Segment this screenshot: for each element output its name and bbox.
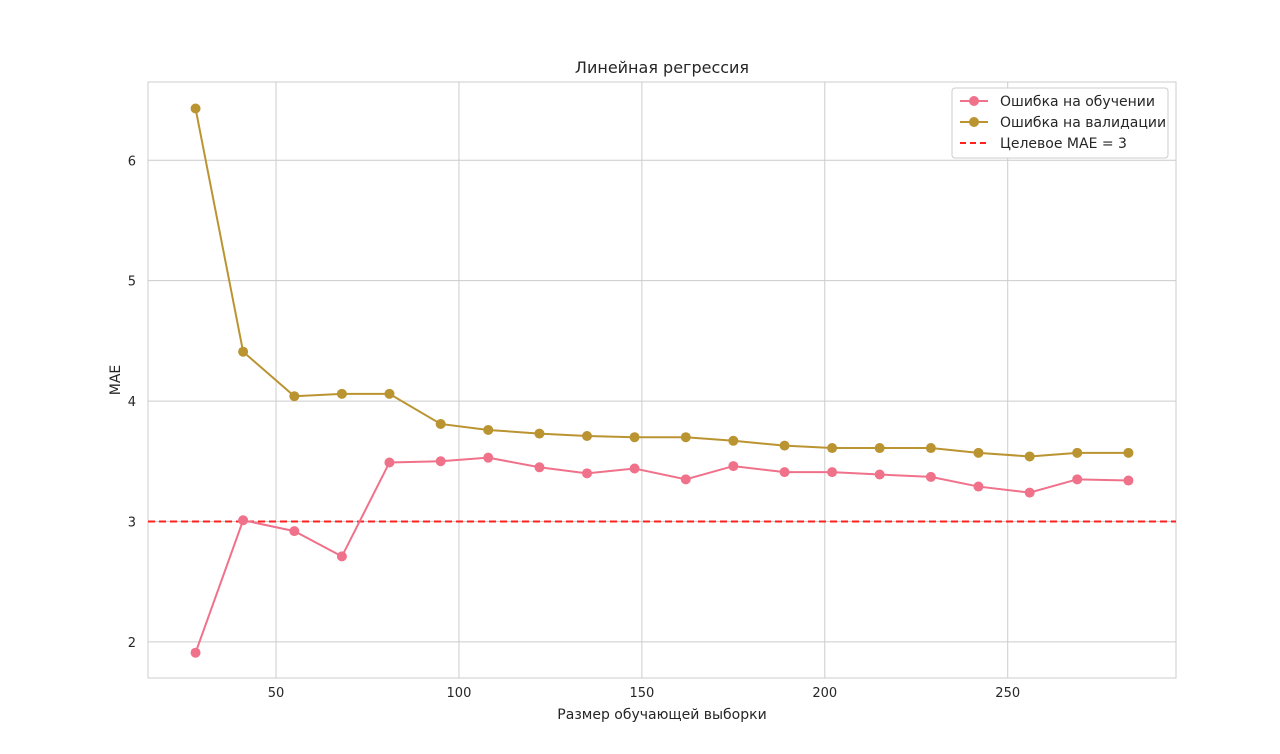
- x-tick-label: 50: [268, 686, 285, 701]
- data-point: [336, 551, 347, 562]
- data-point: [534, 428, 545, 439]
- legend-target-label: Целевое MAE = 3: [1000, 136, 1127, 152]
- plot-area: [147, 81, 1177, 679]
- data-point: [1123, 447, 1134, 458]
- x-axis-title: Размер обучающей выборки: [557, 707, 766, 723]
- legend-train-marker: [969, 96, 979, 106]
- data-point: [190, 103, 201, 114]
- data-point: [827, 443, 838, 454]
- series-group: [190, 103, 1134, 658]
- chart-title: Линейная регрессия: [575, 58, 749, 77]
- y-tick-label: 3: [128, 515, 136, 530]
- data-point: [779, 467, 790, 478]
- series-line: [194, 456, 1129, 654]
- data-point: [483, 424, 494, 435]
- data-point: [973, 447, 984, 458]
- data-point: [238, 346, 249, 357]
- y-tick-label: 4: [128, 395, 136, 410]
- data-point: [1072, 474, 1083, 485]
- data-point: [384, 457, 395, 468]
- x-tick-labels: 50 100 150 200 250: [268, 686, 1020, 701]
- y-tick-label: 5: [128, 275, 136, 290]
- data-point: [680, 474, 691, 485]
- data-point: [582, 468, 593, 479]
- x-tick-label: 250: [995, 686, 1020, 701]
- data-point: [190, 647, 201, 658]
- y-tick-label: 6: [128, 154, 136, 169]
- data-point: [289, 391, 300, 402]
- data-point: [238, 515, 249, 526]
- legend-val-label: Ошибка на валидации: [1000, 115, 1166, 131]
- data-point: [925, 471, 936, 482]
- data-point: [680, 432, 691, 443]
- y-axis-title: MAE: [108, 365, 124, 396]
- data-point: [827, 467, 838, 478]
- legend: Ошибка на обучении Ошибка на валидации Ц…: [951, 87, 1169, 159]
- data-point: [874, 443, 885, 454]
- data-point: [483, 452, 494, 463]
- legend-box: [951, 87, 1169, 159]
- data-point: [629, 432, 640, 443]
- x-tick-label: 200: [812, 686, 837, 701]
- data-point: [534, 462, 545, 473]
- data-point: [289, 526, 300, 537]
- data-point: [973, 481, 984, 492]
- data-point: [779, 440, 790, 451]
- series-line: [194, 108, 1129, 458]
- data-point: [435, 418, 446, 429]
- y-tick-label: 2: [128, 636, 136, 651]
- data-point: [435, 456, 446, 467]
- data-point: [1072, 447, 1083, 458]
- data-point: [874, 469, 885, 480]
- x-tick-label: 150: [629, 686, 654, 701]
- data-point: [629, 463, 640, 474]
- data-point: [336, 388, 347, 399]
- data-point: [728, 435, 739, 446]
- series-0: [190, 452, 1134, 658]
- x-tick-label: 100: [447, 686, 472, 701]
- data-point: [384, 388, 395, 399]
- data-point: [582, 430, 593, 441]
- data-point: [925, 443, 936, 454]
- data-point: [1123, 475, 1134, 486]
- legend-train-label: Ошибка на обучении: [1000, 94, 1155, 110]
- data-point: [1024, 487, 1035, 498]
- y-tick-labels: 2 3 4 5 6: [128, 154, 136, 651]
- series-1: [190, 103, 1134, 462]
- data-point: [728, 461, 739, 472]
- legend-val-marker: [969, 117, 979, 127]
- data-point: [1024, 451, 1035, 462]
